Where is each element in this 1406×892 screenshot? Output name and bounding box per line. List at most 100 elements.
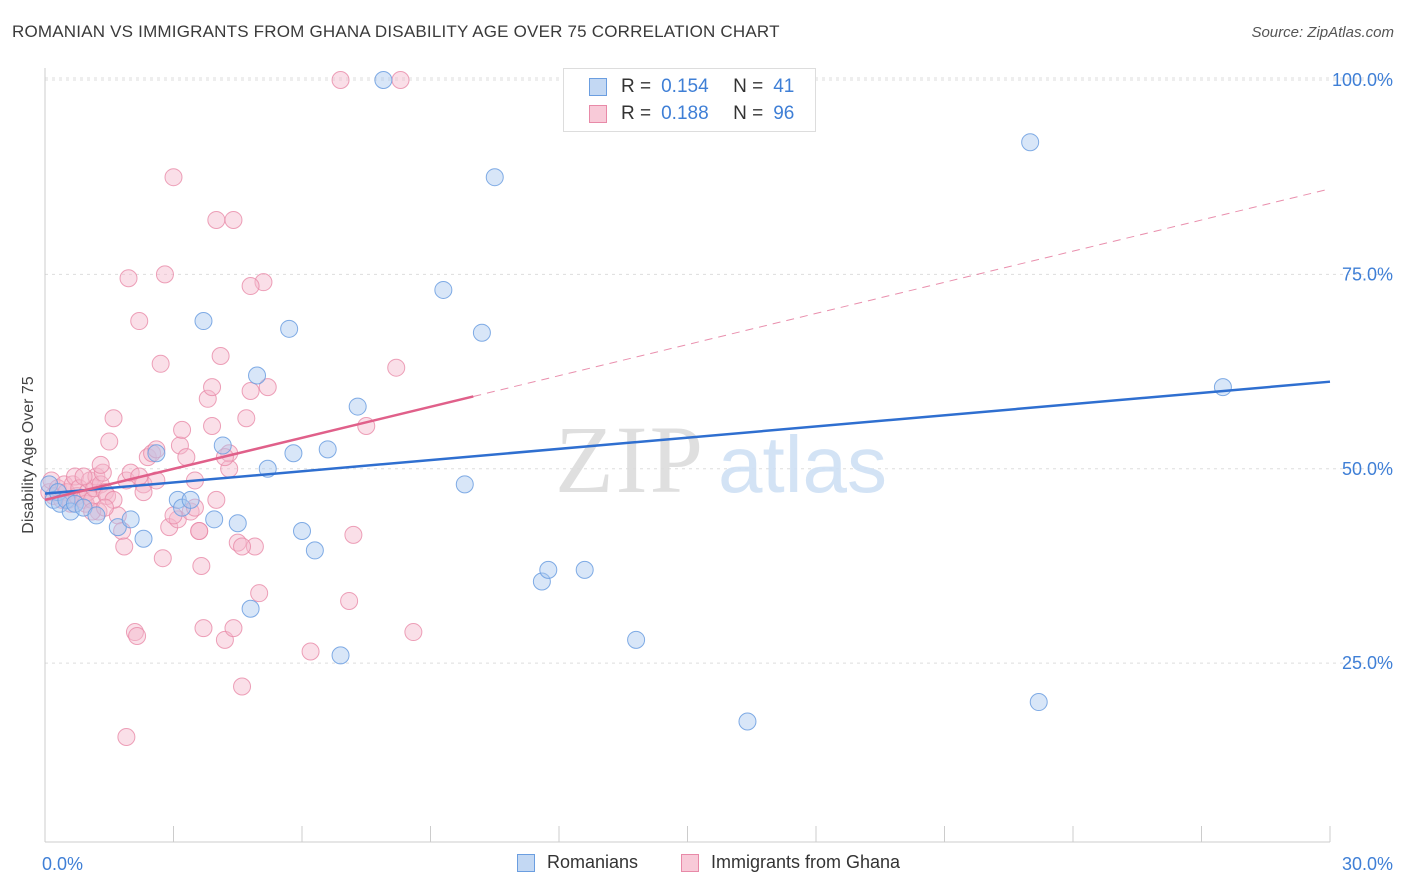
point-ghana <box>198 389 217 408</box>
legend-row-romanians: R = 0.154 N = 41 <box>564 75 794 99</box>
watermark: ZIP atlas <box>555 406 887 513</box>
point-romanians <box>280 319 299 338</box>
point-romanians <box>331 646 350 665</box>
legend-r-label: R = <box>621 103 652 124</box>
point-ghana <box>100 432 119 451</box>
point-romanians <box>248 366 267 385</box>
trend-line-romanians <box>44 380 1331 495</box>
point-ghana <box>203 378 222 397</box>
series-ghana-points <box>40 71 423 747</box>
point-ghana <box>115 537 134 556</box>
point-romanians <box>1021 133 1040 152</box>
point-ghana <box>245 537 264 556</box>
point-ghana <box>190 521 209 540</box>
point-ghana <box>241 382 260 401</box>
point-ghana <box>258 378 277 397</box>
point-ghana <box>237 409 256 428</box>
bottom-legend-label: Immigrants from Ghana <box>711 852 901 872</box>
legend-swatch-blue <box>589 78 607 96</box>
point-ghana <box>207 210 226 229</box>
y-tick-label: 25.0% <box>1342 653 1393 673</box>
point-romanians <box>485 168 504 187</box>
point-romanians <box>455 475 474 494</box>
point-romanians <box>205 510 224 529</box>
point-romanians <box>213 436 232 455</box>
legend-n-value: 96 <box>773 103 795 124</box>
tick-labels: 25.0% 50.0% 75.0% 100.0% 0.0% 30.0% <box>42 70 1393 874</box>
series-romanians-points <box>40 71 1232 731</box>
point-romanians <box>181 490 200 509</box>
point-ghana <box>224 210 243 229</box>
bottom-legend-swatch-blue <box>517 853 535 872</box>
legend-n-label: N = <box>733 76 764 97</box>
point-ghana <box>211 347 230 366</box>
point-ghana <box>224 619 243 638</box>
point-ghana <box>192 556 211 575</box>
point-ghana <box>117 728 136 747</box>
point-romanians <box>738 712 757 731</box>
axes <box>44 68 1331 843</box>
source-label: Source: ZipAtlas.com <box>1251 24 1394 41</box>
point-ghana <box>391 71 410 89</box>
legend-r-value: 0.188 <box>661 103 709 124</box>
legend-n-label: N = <box>733 103 764 124</box>
point-romanians <box>575 560 594 579</box>
point-ghana <box>250 584 269 603</box>
point-ghana <box>404 623 423 642</box>
trend-lines <box>44 188 1331 502</box>
legend-n-value: 41 <box>773 76 795 97</box>
point-romanians <box>228 514 247 533</box>
point-romanians <box>374 71 393 89</box>
trend-line-ghana-extension <box>473 188 1331 397</box>
point-ghana <box>134 483 153 502</box>
bottom-legend-romanians: Romanians <box>517 852 638 873</box>
y-tick-label: 75.0% <box>1342 264 1393 284</box>
point-romanians <box>627 630 646 649</box>
point-romanians <box>65 494 84 513</box>
point-romanians <box>147 444 166 463</box>
point-ghana <box>203 417 222 436</box>
point-romanians <box>194 312 213 331</box>
point-ghana <box>340 591 359 610</box>
y-tick-label: 100.0% <box>1332 70 1393 90</box>
point-ghana <box>194 619 213 638</box>
chart-title: ROMANIAN VS IMMIGRANTS FROM GHANA DISABI… <box>12 22 780 41</box>
correlation-legend: R = 0.154 N = 41 R = 0.188 N = 96 <box>563 68 816 132</box>
point-romanians <box>472 323 491 342</box>
point-romanians <box>241 599 260 618</box>
x-tick-label: 30.0% <box>1342 854 1393 874</box>
point-romanians <box>1029 693 1048 712</box>
legend-r-label: R = <box>621 76 652 97</box>
point-ghana <box>147 440 166 459</box>
point-romanians <box>1213 378 1232 397</box>
gridlines <box>45 77 1390 664</box>
point-ghana <box>170 436 189 455</box>
point-romanians <box>284 444 303 463</box>
point-romanians <box>134 529 153 548</box>
legend-swatch-pink <box>589 105 607 123</box>
point-ghana <box>130 312 149 331</box>
point-ghana <box>164 168 183 187</box>
point-romanians <box>539 560 558 579</box>
point-ghana <box>387 358 406 377</box>
point-ghana <box>153 549 172 568</box>
point-ghana <box>74 467 93 486</box>
point-romanians <box>293 521 311 540</box>
bottom-legend-swatch-pink <box>681 853 699 872</box>
point-romanians <box>532 572 551 591</box>
point-ghana <box>119 269 138 288</box>
watermark-atlas: atlas <box>718 420 887 509</box>
point-ghana <box>104 409 123 428</box>
point-romanians <box>434 280 453 299</box>
y-tick-label: 50.0% <box>1342 459 1393 479</box>
point-ghana <box>207 490 226 509</box>
watermark-zip: ZIP <box>555 406 705 513</box>
legend-row-ghana: R = 0.188 N = 96 <box>564 102 794 126</box>
point-romanians <box>318 440 337 459</box>
point-ghana <box>233 677 252 696</box>
point-ghana <box>128 626 147 645</box>
bottom-legend-ghana: Immigrants from Ghana <box>681 852 900 873</box>
point-romanians <box>305 541 324 560</box>
point-romanians <box>121 510 140 529</box>
